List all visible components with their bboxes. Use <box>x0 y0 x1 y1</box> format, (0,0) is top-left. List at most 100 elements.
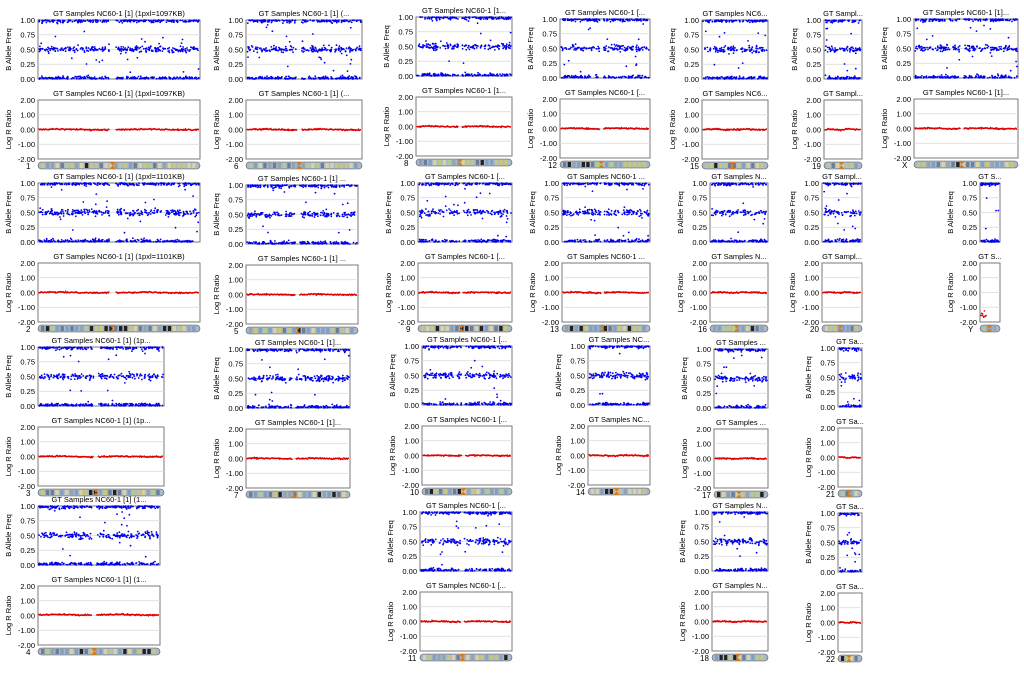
baf-point <box>158 77 160 80</box>
baf-point <box>120 20 122 22</box>
baf-point <box>90 208 93 211</box>
baf-point <box>102 562 105 565</box>
baf-point <box>136 507 138 510</box>
baf-point <box>292 213 294 216</box>
baf-point <box>150 49 153 52</box>
baf-point <box>149 506 152 509</box>
baf-point <box>105 206 108 209</box>
baf-point <box>127 530 130 533</box>
baf-point <box>150 182 153 185</box>
ideogram-band <box>55 326 59 331</box>
chromosome-ideogram <box>37 161 201 170</box>
baf-point <box>335 185 338 188</box>
baf-point <box>90 76 93 79</box>
baf-point <box>49 20 51 23</box>
ideogram-band <box>103 649 108 654</box>
baf-point <box>70 346 72 349</box>
baf-point <box>131 373 134 375</box>
baf-point <box>80 390 83 392</box>
baf-point <box>147 183 150 185</box>
baf-point <box>189 210 192 213</box>
ideogram-band <box>75 163 79 168</box>
baf-point <box>127 534 129 537</box>
baf-point <box>311 241 313 244</box>
baf-point <box>174 239 177 242</box>
baf-point <box>70 533 73 536</box>
baf-point <box>103 560 106 563</box>
baf-point <box>71 373 74 376</box>
baf-point <box>62 548 64 550</box>
baf-point <box>83 563 86 566</box>
baf-axis-label: B Allele Freq <box>212 28 221 71</box>
baf-point <box>305 201 307 204</box>
baf-point <box>156 536 159 539</box>
baf-point <box>192 48 195 51</box>
ideogram-band <box>138 163 142 168</box>
baf-point <box>340 52 343 55</box>
baf-point <box>116 505 118 508</box>
baf-point <box>52 19 55 22</box>
baf-point <box>130 534 133 537</box>
baf-point <box>134 377 136 380</box>
chromosome-panel-6[interactable]: GT Samples NC60-1 [1] (...0.000.250.500.… <box>212 9 363 171</box>
baf-point <box>45 212 48 215</box>
ideogram-band <box>84 163 89 168</box>
baf-point <box>150 404 153 407</box>
baf-point <box>108 214 111 217</box>
baf-point <box>57 562 60 565</box>
baf-point <box>280 214 283 217</box>
baf-point <box>195 183 198 186</box>
baf-point <box>349 63 352 65</box>
chromosome-panel-2[interactable]: GT Samples NC60-1 [1] (1pxl=1101KB)0.000… <box>4 172 201 334</box>
baf-point <box>341 213 344 216</box>
baf-point <box>259 213 262 216</box>
baf-point <box>152 183 155 186</box>
baf-point <box>98 77 101 79</box>
baf-point <box>120 404 122 407</box>
chromosome-panel-4[interactable]: GT Samples NC60-1 [1] (1...0.000.250.500… <box>4 495 161 657</box>
baf-point <box>175 213 178 216</box>
baf-point <box>87 400 90 403</box>
baf-point <box>102 535 105 538</box>
baf-point <box>346 70 349 72</box>
baf-point <box>86 75 88 78</box>
baf-point <box>107 76 110 79</box>
baf-point <box>105 403 107 405</box>
baf-point <box>67 19 70 21</box>
baf-point <box>107 563 110 566</box>
baf-point <box>60 208 63 211</box>
baf-point <box>146 532 149 535</box>
ideogram-band <box>287 328 291 333</box>
ideogram-band <box>147 649 151 654</box>
baf-point <box>126 58 129 61</box>
baf-point <box>352 241 355 244</box>
baf-tick-label: 0.75 <box>20 517 35 526</box>
baf-point <box>249 19 252 22</box>
baf-point <box>96 562 99 565</box>
baf-point <box>52 239 55 242</box>
baf-point <box>60 183 62 186</box>
baf-point <box>66 505 69 507</box>
baf-point <box>155 47 158 50</box>
baf-point <box>85 183 87 186</box>
baf-point <box>301 40 304 43</box>
baf-point <box>335 240 338 243</box>
baf-point <box>285 213 287 216</box>
baf-point <box>104 521 106 524</box>
baf-point <box>253 241 255 243</box>
baf-point <box>327 184 330 187</box>
baf-point <box>56 77 58 80</box>
baf-point <box>180 42 183 44</box>
chromosome-panel-1[interactable]: GT Samples NC60-1 [1] (1pxl=1097KB)0.000… <box>4 9 201 171</box>
ideogram-band <box>137 649 142 654</box>
baf-point <box>73 378 76 380</box>
ideogram-band <box>94 163 98 168</box>
baf-point <box>156 375 159 377</box>
baf-point <box>126 217 129 220</box>
baf-point <box>53 534 55 536</box>
baf-point <box>177 182 180 185</box>
chromosome-panel-3[interactable]: GT Samples NC60-1 [1] (1p...0.000.250.50… <box>4 336 165 498</box>
baf-point <box>308 75 311 78</box>
ideogram-band <box>89 326 94 331</box>
chromosome-panel-5[interactable]: GT Samples NC60-1 [1] ...0.000.250.500.7… <box>212 174 359 336</box>
